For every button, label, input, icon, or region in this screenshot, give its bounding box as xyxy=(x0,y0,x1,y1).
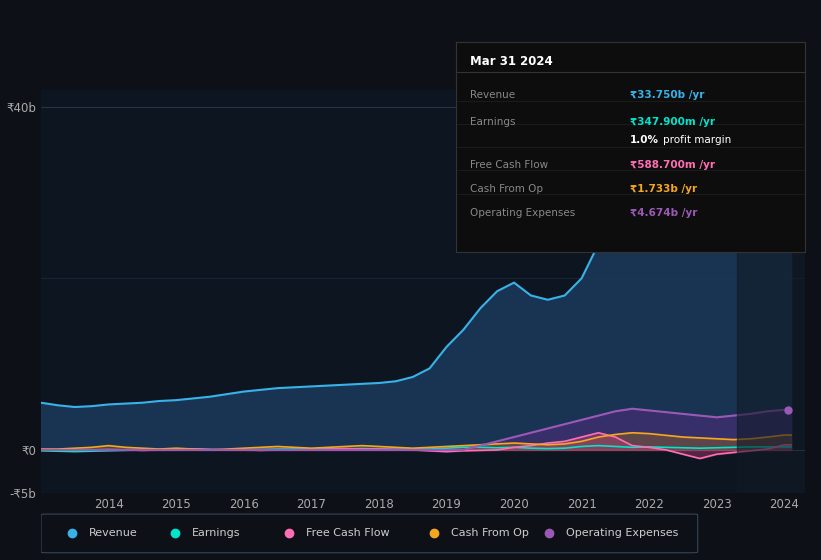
Text: profit margin: profit margin xyxy=(663,136,732,146)
Text: Mar 31 2024: Mar 31 2024 xyxy=(470,55,553,68)
Bar xyxy=(737,90,805,493)
Text: ₹588.700m /yr: ₹588.700m /yr xyxy=(631,160,715,170)
Text: Revenue: Revenue xyxy=(470,90,515,100)
Text: Free Cash Flow: Free Cash Flow xyxy=(306,529,390,538)
Text: Earnings: Earnings xyxy=(191,529,240,538)
Text: ₹4.674b /yr: ₹4.674b /yr xyxy=(631,208,698,218)
Text: Free Cash Flow: Free Cash Flow xyxy=(470,160,548,170)
Text: ₹33.750b /yr: ₹33.750b /yr xyxy=(631,90,704,100)
Text: Cash From Op: Cash From Op xyxy=(451,529,529,538)
Text: ₹347.900m /yr: ₹347.900m /yr xyxy=(631,116,715,127)
Text: 1.0%: 1.0% xyxy=(631,136,659,146)
Text: Operating Expenses: Operating Expenses xyxy=(470,208,575,218)
Text: Cash From Op: Cash From Op xyxy=(470,184,543,194)
Text: Earnings: Earnings xyxy=(470,116,515,127)
Text: ₹1.733b /yr: ₹1.733b /yr xyxy=(631,184,697,194)
Text: Revenue: Revenue xyxy=(89,529,137,538)
Text: Operating Expenses: Operating Expenses xyxy=(566,529,678,538)
